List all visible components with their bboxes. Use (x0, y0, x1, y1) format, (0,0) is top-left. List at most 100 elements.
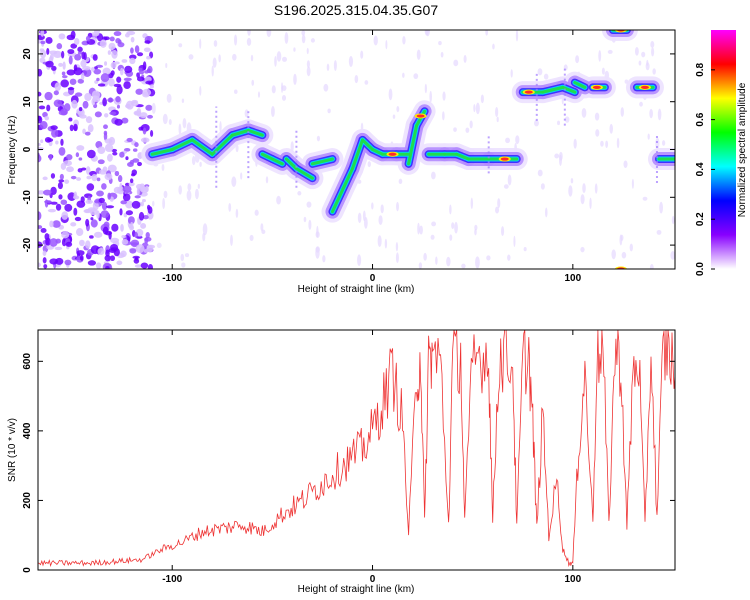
noise-blob (145, 104, 153, 111)
haze-blob (634, 46, 639, 56)
noise-blob (107, 50, 112, 55)
noise-blob (101, 201, 108, 211)
haze-blob (152, 200, 155, 207)
noise-blob (122, 193, 131, 202)
noise-blob (149, 84, 154, 89)
hot-spot-core (640, 85, 649, 89)
haze-blob (589, 197, 592, 210)
noise-blob (130, 47, 134, 54)
noise-blob (46, 47, 50, 55)
haze-blob (280, 82, 284, 93)
noise-blob (94, 66, 98, 70)
noise-blob (40, 227, 47, 233)
haze-blob (156, 242, 162, 249)
snr-x-tick-label: 0 (370, 574, 376, 585)
spectrogram-y-tick-label: 20 (22, 48, 33, 60)
haze-blob (557, 120, 561, 126)
noise-blob (86, 183, 95, 191)
hot-spot-core (500, 157, 509, 161)
noise-blob (130, 239, 140, 248)
noise-blob (60, 79, 69, 88)
haze-blob (629, 243, 633, 252)
haze-blob (619, 234, 623, 246)
haze-blob (233, 34, 238, 46)
noise-blob (144, 70, 150, 74)
noise-blob (46, 104, 51, 112)
noise-blob (77, 168, 83, 173)
haze-blob (650, 40, 655, 48)
noise-blob (51, 65, 57, 71)
noise-blob (44, 116, 50, 121)
noise-blob (47, 138, 54, 142)
noise-blob (114, 170, 120, 177)
haze-blob (306, 60, 310, 69)
haze-blob (435, 256, 438, 265)
noise-blob (134, 256, 139, 261)
haze-blob (424, 83, 427, 94)
noise-blob (109, 111, 117, 116)
hot-spot-core (592, 85, 601, 89)
noise-blob (125, 200, 134, 209)
haze-blob (647, 133, 650, 140)
haze-blob (492, 43, 495, 50)
noise-blob (104, 173, 113, 181)
haze-blob (199, 38, 202, 49)
haze-blob (523, 247, 527, 252)
noise-blob (116, 104, 120, 109)
haze-blob (357, 212, 362, 224)
spectrogram-heatmap (38, 30, 675, 269)
spectrogram-y-ticks: -20 -10 0 10 20 (22, 48, 675, 252)
noise-blob (74, 92, 83, 97)
haze-blob (581, 107, 587, 118)
noise-blob (96, 190, 104, 197)
haze-blob (425, 30, 431, 37)
snr-y-tick-label: 600 (22, 353, 33, 370)
haze-blob (413, 73, 419, 80)
noise-blob (85, 199, 93, 204)
noise-blob (121, 117, 129, 124)
noise-blob (130, 101, 139, 107)
noise-blob (94, 200, 100, 204)
ridge-segment (190, 138, 214, 156)
snr-x-ticks: -100 0 100 (162, 330, 582, 585)
noise-blob (79, 114, 87, 119)
haze-blob (240, 172, 243, 180)
noise-blob (68, 117, 73, 122)
colorbar: 0.0 0.2 0.4 0.6 0.8 Normalized spectral ampl… (695, 30, 748, 276)
noise-blob (140, 201, 144, 207)
noise-blob (97, 146, 106, 155)
spectrogram-x-tick-label: 0 (370, 273, 376, 284)
haze-blob (231, 176, 237, 187)
noise-blob (140, 223, 147, 229)
haze-blob (503, 184, 509, 189)
noise-blob (131, 200, 141, 209)
noise-blob (45, 60, 54, 68)
noise-blob (146, 244, 154, 253)
noise-blob (112, 151, 118, 156)
haze-blob (594, 112, 600, 121)
haze-blob (182, 117, 187, 129)
ridge-segment (561, 85, 577, 94)
noise-blob (62, 75, 68, 79)
noise-blob (77, 78, 84, 84)
noise-blob (96, 177, 101, 182)
noise-blob (103, 36, 110, 41)
noise-blob (113, 31, 122, 37)
noise-blob (64, 203, 73, 212)
haze-blob (438, 41, 442, 46)
spectrogram-y-tick-label: -10 (22, 190, 33, 205)
noise-blob (58, 147, 66, 156)
noise-blob (96, 77, 100, 82)
noise-blob (99, 39, 107, 48)
haze-blob (326, 63, 330, 72)
haze-blob (475, 256, 480, 269)
noise-blob (142, 214, 149, 220)
colorbar-tick-label: 0.0 (695, 262, 706, 276)
haze-blob (442, 91, 446, 101)
noise-blob (104, 113, 109, 118)
noise-blob (73, 191, 78, 199)
ridge-segment (294, 167, 314, 180)
haze-blob (419, 225, 423, 235)
snr-y-ticks: 0 200 400 600 (22, 353, 675, 573)
noise-blob (58, 110, 68, 116)
